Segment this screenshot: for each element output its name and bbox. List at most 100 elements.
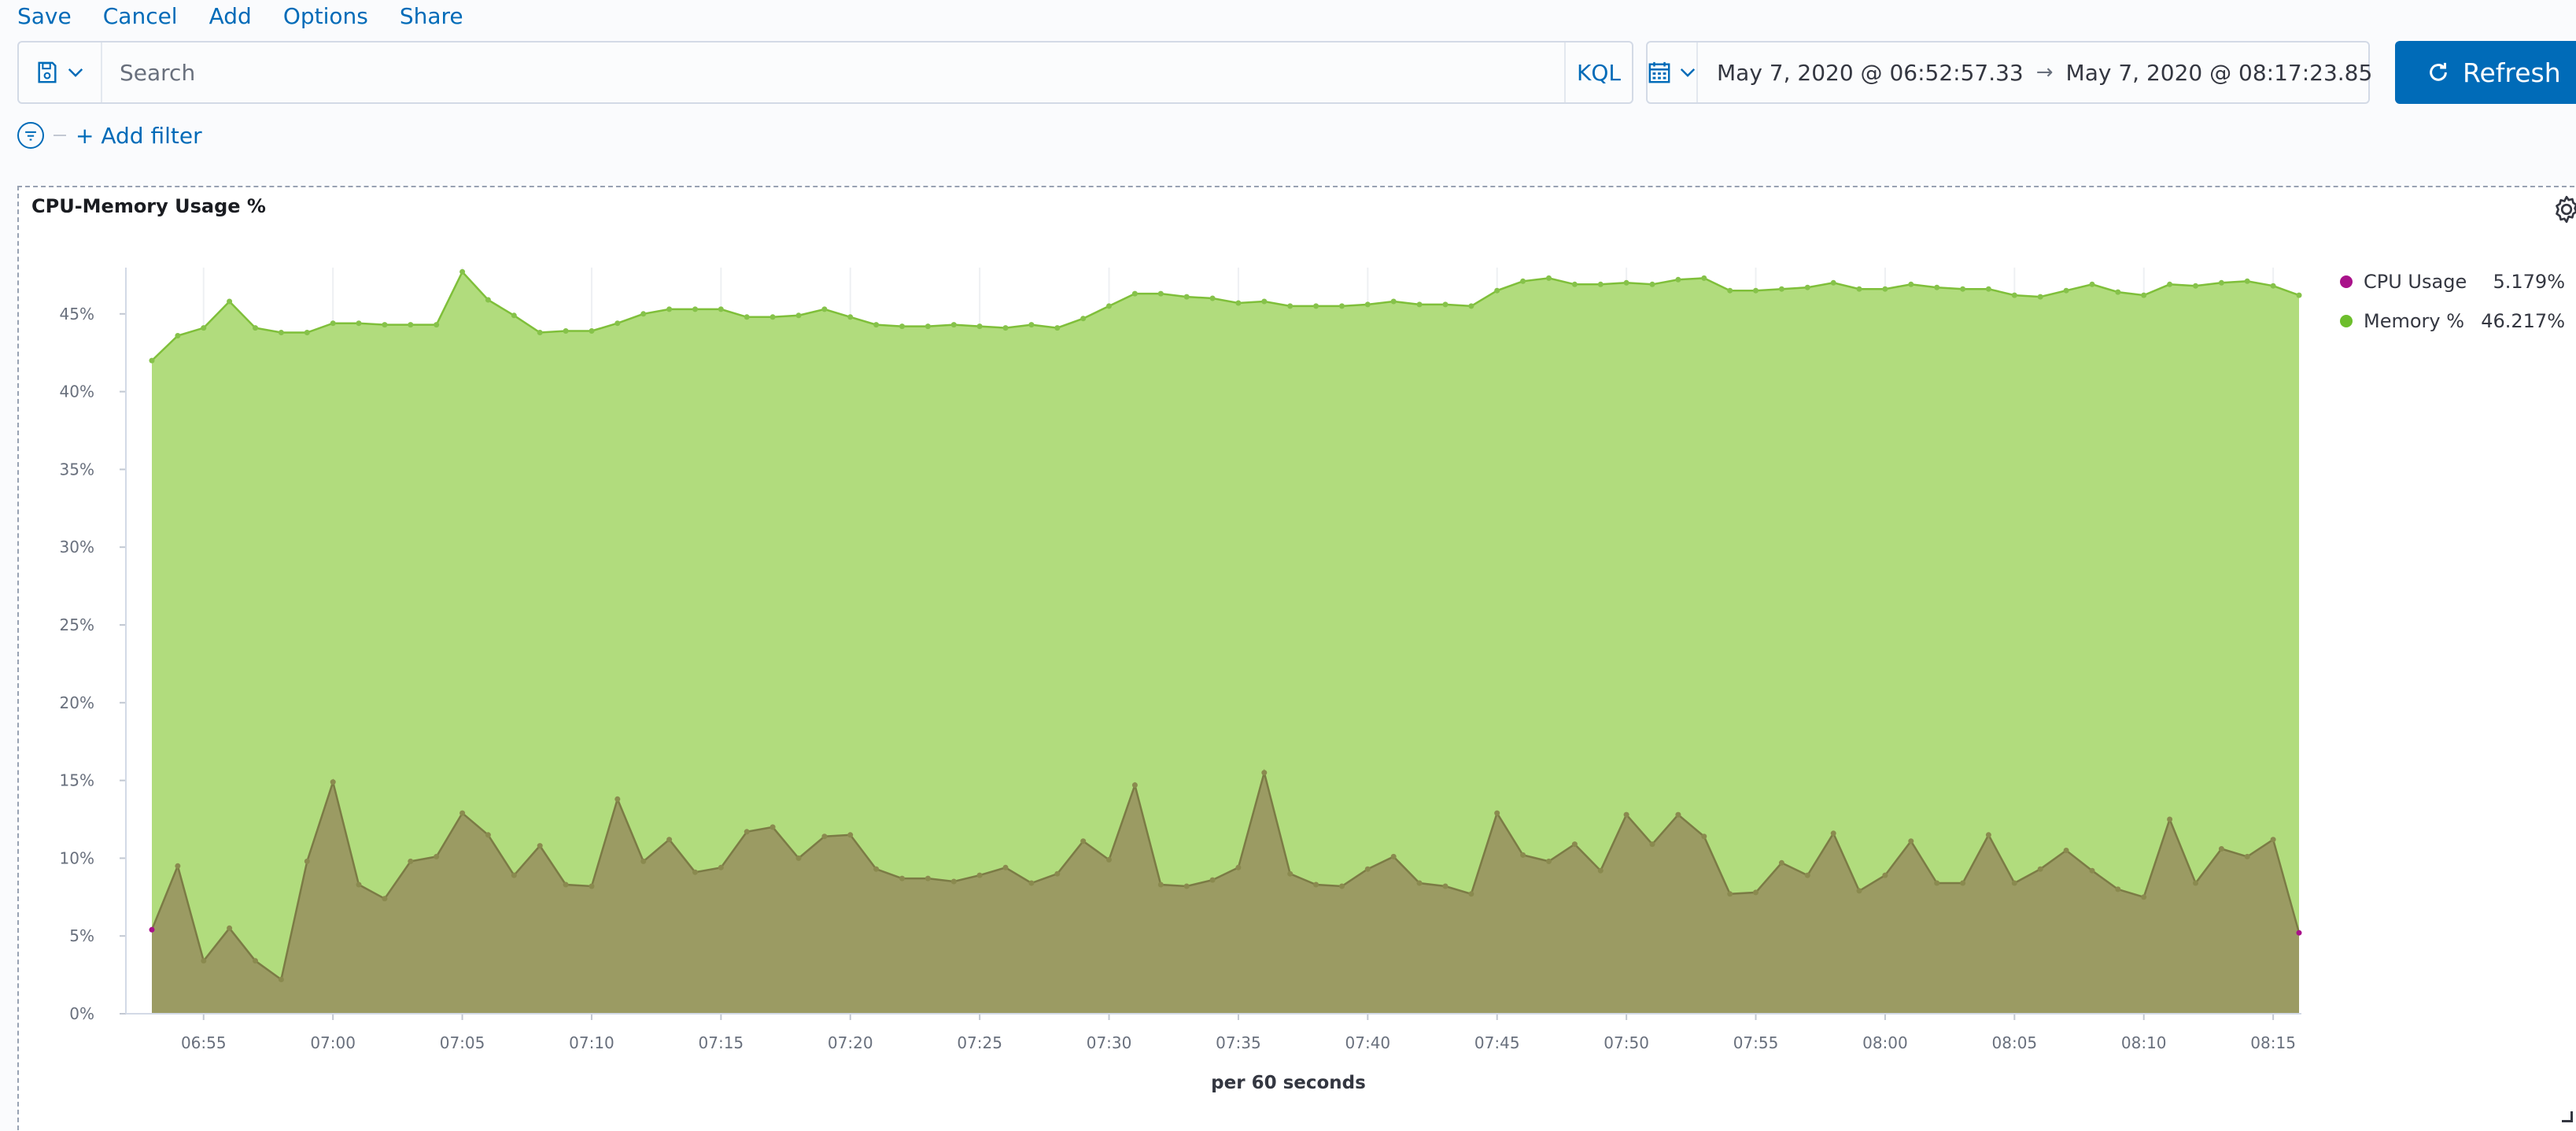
point-cpu[interactable] bbox=[1054, 870, 1061, 877]
save-link[interactable]: Save bbox=[17, 3, 72, 29]
point-cpu[interactable] bbox=[201, 958, 207, 964]
point-cpu[interactable] bbox=[1235, 864, 1242, 870]
point-cpu[interactable] bbox=[847, 832, 854, 838]
resize-handle[interactable] bbox=[2562, 1111, 2573, 1122]
point-cpu[interactable] bbox=[1442, 883, 1449, 889]
point-memory[interactable] bbox=[769, 314, 776, 320]
point-memory[interactable] bbox=[1960, 286, 1966, 292]
point-memory[interactable] bbox=[1339, 303, 1345, 309]
point-cpu[interactable] bbox=[511, 872, 517, 878]
point-cpu[interactable] bbox=[1753, 889, 1759, 896]
point-memory[interactable] bbox=[1830, 279, 1836, 286]
point-cpu[interactable] bbox=[356, 882, 362, 888]
point-cpu[interactable] bbox=[2193, 880, 2198, 886]
point-cpu[interactable] bbox=[330, 779, 336, 785]
point-cpu[interactable] bbox=[692, 869, 698, 875]
point-cpu[interactable] bbox=[2037, 866, 2043, 872]
point-memory[interactable] bbox=[1649, 281, 1655, 287]
point-cpu[interactable] bbox=[640, 858, 647, 864]
point-memory[interactable] bbox=[2089, 281, 2095, 287]
point-cpu[interactable] bbox=[1908, 838, 1914, 845]
point-memory[interactable] bbox=[1908, 281, 1914, 287]
point-cpu[interactable] bbox=[1520, 852, 1526, 858]
point-memory[interactable] bbox=[304, 330, 310, 335]
point-memory[interactable] bbox=[899, 323, 905, 330]
point-memory[interactable] bbox=[1002, 325, 1009, 331]
point-memory[interactable] bbox=[873, 322, 880, 328]
point-cpu[interactable] bbox=[1546, 858, 1552, 864]
point-cpu[interactable] bbox=[1209, 877, 1216, 883]
point-cpu[interactable] bbox=[434, 853, 440, 859]
point-memory[interactable] bbox=[1442, 301, 1449, 308]
point-memory[interactable] bbox=[2244, 278, 2250, 284]
point-cpu[interactable] bbox=[1934, 880, 1940, 886]
point-memory[interactable] bbox=[1416, 301, 1423, 308]
point-cpu[interactable] bbox=[563, 882, 569, 888]
point-cpu[interactable] bbox=[1313, 882, 1319, 888]
point-cpu[interactable] bbox=[1623, 811, 1629, 818]
point-memory[interactable] bbox=[201, 325, 207, 331]
point-cpu[interactable] bbox=[1675, 811, 1681, 818]
point-cpu[interactable] bbox=[278, 977, 284, 982]
point-cpu[interactable] bbox=[1882, 872, 1888, 878]
point-memory[interactable] bbox=[718, 306, 724, 312]
point-memory[interactable] bbox=[1261, 298, 1268, 305]
point-memory[interactable] bbox=[950, 322, 957, 328]
cancel-link[interactable]: Cancel bbox=[102, 3, 178, 29]
point-cpu[interactable] bbox=[873, 866, 880, 872]
kql-language-button[interactable]: KQL bbox=[1564, 43, 1632, 102]
point-memory[interactable] bbox=[589, 328, 595, 334]
point-memory[interactable] bbox=[666, 306, 673, 312]
point-memory[interactable] bbox=[1028, 322, 1035, 328]
point-cpu[interactable] bbox=[769, 824, 776, 830]
filter-icon[interactable] bbox=[17, 122, 44, 149]
point-cpu[interactable] bbox=[2063, 848, 2069, 853]
point-memory[interactable] bbox=[2218, 279, 2224, 286]
point-memory[interactable] bbox=[1106, 303, 1112, 309]
point-cpu[interactable] bbox=[1028, 880, 1035, 886]
share-link[interactable]: Share bbox=[399, 3, 463, 29]
point-cpu[interactable] bbox=[149, 926, 155, 933]
point-memory[interactable] bbox=[795, 312, 802, 319]
point-memory[interactable] bbox=[1778, 286, 1784, 292]
point-cpu[interactable] bbox=[744, 829, 750, 835]
point-cpu[interactable] bbox=[1261, 770, 1268, 776]
point-memory[interactable] bbox=[537, 330, 543, 335]
point-memory[interactable] bbox=[2063, 287, 2069, 294]
point-memory[interactable] bbox=[1468, 303, 1474, 309]
point-memory[interactable] bbox=[382, 322, 388, 328]
point-memory[interactable] bbox=[1235, 300, 1242, 306]
point-memory[interactable] bbox=[434, 322, 440, 328]
point-memory[interactable] bbox=[253, 325, 258, 331]
point-cpu[interactable] bbox=[614, 796, 621, 802]
add-filter-button[interactable]: + Add filter bbox=[76, 122, 202, 149]
point-memory[interactable] bbox=[1546, 275, 1552, 281]
point-cpu[interactable] bbox=[2244, 853, 2250, 859]
point-cpu[interactable] bbox=[1804, 872, 1810, 878]
point-memory[interactable] bbox=[1675, 276, 1681, 283]
point-cpu[interactable] bbox=[1157, 882, 1164, 888]
point-cpu[interactable] bbox=[175, 863, 181, 869]
point-memory[interactable] bbox=[1080, 316, 1087, 322]
point-cpu[interactable] bbox=[537, 843, 543, 849]
point-cpu[interactable] bbox=[1778, 859, 1784, 866]
point-memory[interactable] bbox=[2270, 283, 2276, 289]
point-memory[interactable] bbox=[1701, 275, 1707, 281]
point-memory[interactable] bbox=[408, 322, 414, 328]
point-cpu[interactable] bbox=[1002, 864, 1009, 870]
start-date[interactable]: May 7, 2020 @ 06:52:57.33 bbox=[1717, 59, 2024, 86]
point-memory[interactable] bbox=[330, 320, 336, 327]
point-memory[interactable] bbox=[1520, 278, 1526, 284]
point-cpu[interactable] bbox=[1131, 782, 1138, 788]
point-memory[interactable] bbox=[614, 320, 621, 327]
point-cpu[interactable] bbox=[924, 875, 931, 882]
point-cpu[interactable] bbox=[589, 883, 595, 889]
point-cpu[interactable] bbox=[1701, 833, 1707, 840]
point-memory[interactable] bbox=[2011, 292, 2017, 298]
point-memory[interactable] bbox=[2296, 292, 2302, 298]
point-cpu[interactable] bbox=[1571, 841, 1578, 848]
point-cpu[interactable] bbox=[2115, 886, 2121, 893]
point-cpu[interactable] bbox=[227, 925, 233, 931]
point-memory[interactable] bbox=[744, 314, 750, 320]
point-memory[interactable] bbox=[1209, 295, 1216, 301]
